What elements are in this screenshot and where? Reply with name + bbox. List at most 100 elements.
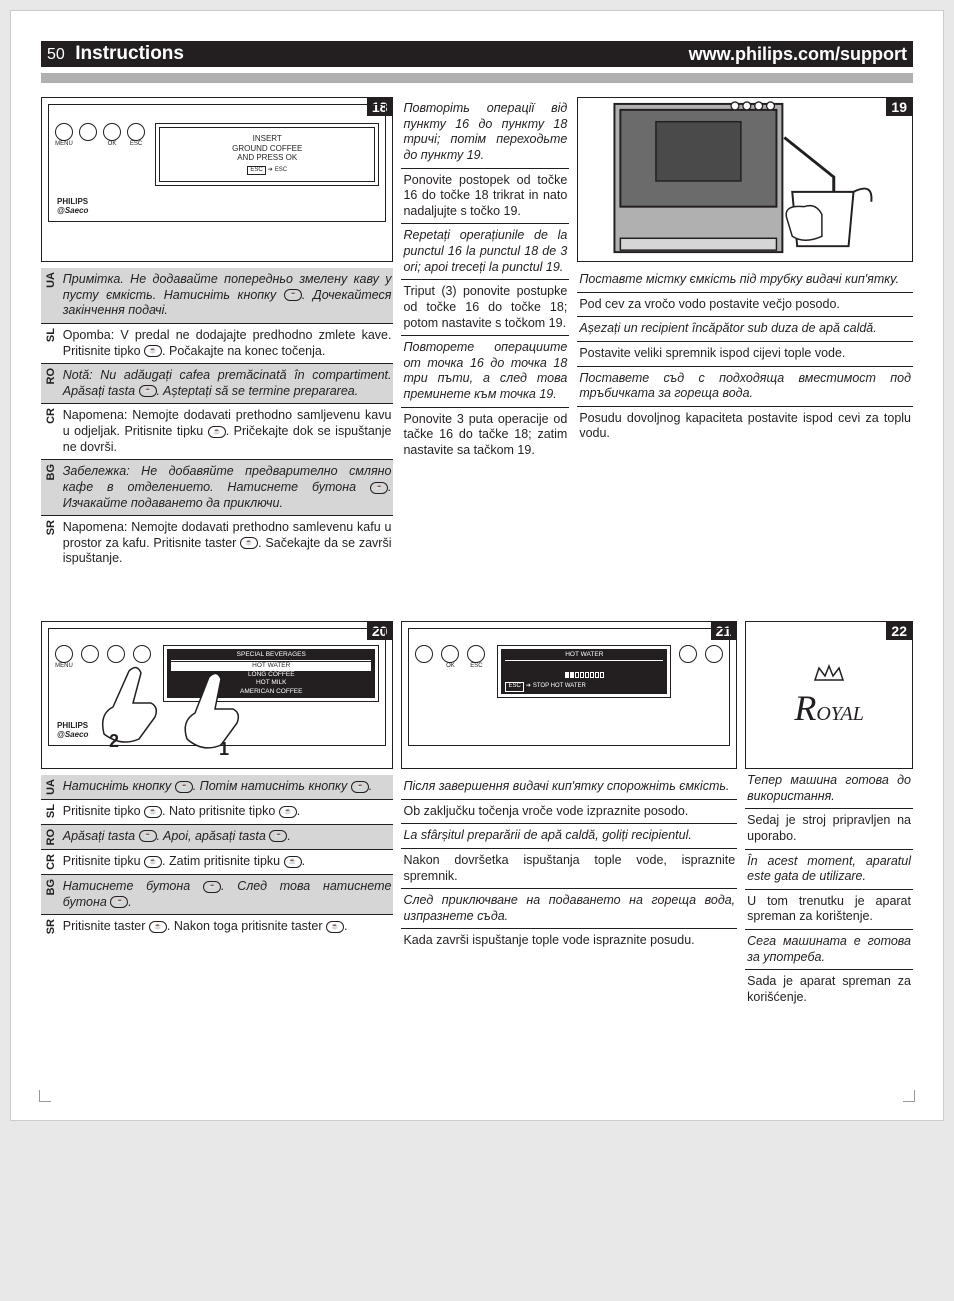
- manual-page: 50 Instructions www.philips.com/support …: [10, 10, 944, 1121]
- lang-rows-18: UAПримітка. Не додавайте попередньо змел…: [41, 268, 393, 571]
- header-left: 50 Instructions: [47, 43, 184, 65]
- lang-row: SLOpomba: V predal ne dodajajte predhodn…: [41, 323, 393, 363]
- screen-line: INSERT: [162, 134, 372, 144]
- paragraph: Ponovite 3 puta operacije od tačke 16 do…: [401, 407, 569, 463]
- esc-label: ESC: [130, 141, 142, 147]
- text-stack-22: Тепер машина готова до використання.Seda…: [745, 769, 913, 1010]
- lang-code: RO: [43, 829, 61, 846]
- paragraph: Повторіть операції від пункту 16 до пунк…: [401, 97, 569, 168]
- progress-dot: [565, 672, 569, 678]
- lang-row: SRNapomena: Nemojte dodavati prethodno s…: [41, 515, 393, 571]
- page-number: 50: [47, 46, 65, 63]
- panel-button: [441, 645, 459, 663]
- esc-box: ESC: [247, 166, 265, 175]
- lang-code: BG: [43, 464, 61, 481]
- coffee-button-icon: ☕: [110, 896, 128, 908]
- panel-button: [679, 645, 697, 663]
- panel-button: [81, 645, 99, 663]
- lang-row: RONotă: Nu adăugați cafea premăcinată în…: [41, 363, 393, 403]
- progress-dot: [575, 672, 579, 678]
- coffee-button-icon: ☕: [139, 830, 157, 842]
- lang-row: SRPritisnite taster ☕. Nakon toga pritis…: [41, 914, 393, 939]
- paragraph: Поставте містку ємкість під трубку видач…: [577, 268, 913, 292]
- hand-overlay-1: 1: [179, 667, 289, 767]
- esc-hint: STOP HOT WATER: [533, 683, 586, 691]
- panel-button: [103, 123, 121, 141]
- panel-button: [79, 123, 97, 141]
- coffee-button-icon: ☕: [144, 345, 162, 357]
- crop-mark-icon: [39, 1090, 51, 1102]
- lang-row: UAНатисніть кнопку ☕. Потім натисніть кн…: [41, 775, 393, 799]
- col-panel19: 19: [577, 97, 913, 571]
- paragraph: Поставете съд с подходяща вместимост под…: [577, 366, 913, 406]
- panel-button: [127, 123, 145, 141]
- lang-code: UA: [43, 272, 61, 288]
- col-mid-text: Повторіть операції від пункту 16 до пунк…: [401, 97, 569, 571]
- lang-code: SR: [43, 919, 61, 934]
- step-badge-22: 22: [886, 622, 912, 640]
- coffee-button-icon: ☕: [351, 781, 369, 793]
- col-panel22: 22 ROYAL Тепер машина готова до використ…: [745, 621, 913, 1010]
- brand-philips: PHILIPS: [57, 197, 88, 206]
- ok-label: OK: [446, 663, 455, 669]
- page-title: Instructions: [75, 43, 184, 64]
- lang-row: BGНатиснете бутона ☕. След това натиснет…: [41, 874, 393, 914]
- coffee-button-icon: ☕: [203, 881, 221, 893]
- hand-tag-2: 2: [109, 731, 119, 751]
- row-text: Натисніть кнопку ☕. Потім натисніть кноп…: [61, 779, 392, 795]
- coffee-button-icon: ☕: [279, 806, 297, 818]
- divider-bar: [41, 73, 913, 83]
- paragraph: Postavite veliki spremnik ispod cijevi t…: [577, 341, 913, 366]
- paragraph: Sada je aparat spreman za korišćenje.: [745, 969, 913, 1009]
- coffee-button-icon: ☕: [175, 781, 193, 793]
- paragraph: Nakon dovršetka ispuštanja tople vode, i…: [401, 848, 737, 888]
- brand-saeco: Saeco: [65, 206, 89, 215]
- text-stack-21: Після завершення видачі кип'ятку спорожн…: [401, 775, 737, 953]
- coffee-button-icon: ☕: [240, 537, 258, 549]
- paragraph: Triput (3) ponovite postupke od točke 16…: [401, 279, 569, 335]
- royal-logo: ROYAL: [794, 687, 864, 729]
- coffee-button-icon: ☕: [370, 482, 388, 494]
- section-top: 18 MENU OK: [41, 97, 913, 571]
- coffee-button-icon: ☕: [269, 830, 287, 842]
- menu-screen: HOT WATER: [501, 649, 667, 694]
- panel-button: [705, 645, 723, 663]
- menu-header: HOT WATER: [505, 651, 663, 661]
- illustration-19: 19: [577, 97, 913, 262]
- paragraph: Після завершення видачі кип'ятку спорожн…: [401, 775, 737, 799]
- paragraph: Сега машината е готова за употреба.: [745, 929, 913, 969]
- paragraph: Sedaj je stroj pripravljen na uporabo.: [745, 808, 913, 848]
- panel-button: [467, 645, 485, 663]
- esc-hint: ESC: [275, 167, 287, 174]
- lang-row: CRPritisnite tipku ☕. Zatim pritisnite t…: [41, 849, 393, 874]
- lang-code: RO: [43, 368, 61, 385]
- paragraph: Повторете операциите от точка 16 до точк…: [401, 335, 569, 407]
- panel-button: [55, 123, 73, 141]
- esc-box: ESC: [505, 682, 523, 692]
- row-text: Apăsați tasta ☕. Apoi, apăsați tasta ☕.: [61, 829, 392, 845]
- support-url: www.philips.com/support: [689, 44, 907, 65]
- row-text: Забележка: Не добавяйте предварително см…: [61, 464, 392, 511]
- paragraph: Repetați operațiunile de la punctul 16 l…: [401, 223, 569, 279]
- row-text: Notă: Nu adăugați cafea premăcinată în c…: [61, 368, 392, 399]
- progress-dot: [580, 672, 584, 678]
- coffee-button-icon: ☕: [326, 921, 344, 933]
- illustration-21: 21 OK ESC: [401, 621, 737, 769]
- row-text: Napomena: Nemojte dodavati prethodno sam…: [61, 408, 392, 455]
- text-stack-19: Поставте містку ємкість під трубку видач…: [577, 268, 913, 446]
- lang-rows-20: UAНатисніть кнопку ☕. Потім натисніть кн…: [41, 775, 393, 939]
- paragraph: Posudu dovoljnog kapaciteta postavite is…: [577, 406, 913, 446]
- col-panel18: 18 MENU OK: [41, 97, 393, 571]
- illustration-18: 18 MENU OK: [41, 97, 393, 262]
- arrow-icon: ➔: [526, 683, 531, 691]
- paragraph: Ponovite postopek od točke 16 do točke 1…: [401, 168, 569, 224]
- paragraph: La sfârșitul preparării de apă caldă, go…: [401, 823, 737, 848]
- progress-dot: [600, 672, 604, 678]
- progress-dot: [595, 672, 599, 678]
- row-text: Pritisnite tipko ☕. Nato pritisnite tipk…: [61, 804, 392, 820]
- ok-label: OK: [108, 141, 117, 147]
- menu-label: MENU: [55, 663, 73, 669]
- lang-row: UAПримітка. Не додавайте попередньо змел…: [41, 268, 393, 323]
- illustration-22: 22 ROYAL: [745, 621, 913, 769]
- lang-code: BG: [43, 879, 61, 896]
